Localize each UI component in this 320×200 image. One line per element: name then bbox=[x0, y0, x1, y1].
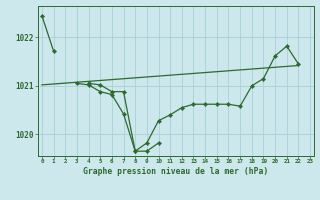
X-axis label: Graphe pression niveau de la mer (hPa): Graphe pression niveau de la mer (hPa) bbox=[84, 167, 268, 176]
